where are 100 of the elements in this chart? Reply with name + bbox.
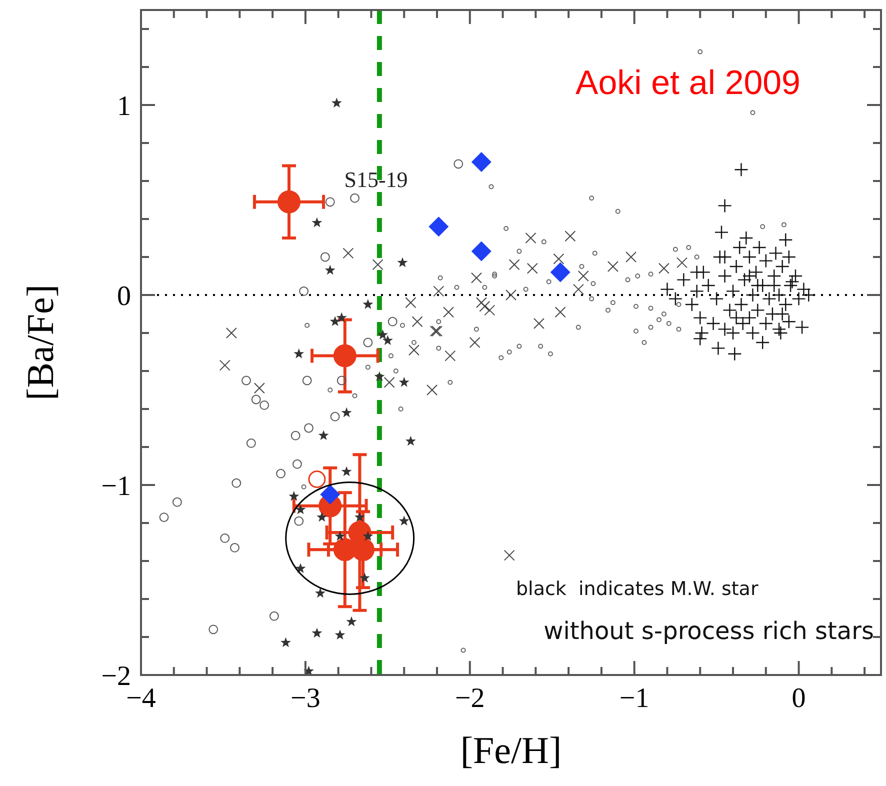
point — [405, 436, 416, 446]
point — [331, 98, 342, 108]
point — [295, 504, 306, 514]
point — [315, 588, 326, 598]
y-tick-label: 0 — [117, 280, 131, 312]
y-tick-label: −1 — [101, 470, 131, 502]
point — [400, 322, 405, 328]
point — [471, 152, 492, 172]
x-tick-label: −1 — [619, 683, 650, 714]
point — [382, 335, 393, 346]
point — [388, 316, 398, 326]
point — [492, 274, 498, 278]
point — [454, 284, 460, 290]
point — [550, 262, 570, 282]
point — [656, 317, 662, 322]
point — [301, 484, 306, 490]
point — [548, 351, 553, 356]
point — [516, 344, 522, 349]
point — [443, 306, 454, 318]
point — [159, 512, 169, 522]
point — [352, 393, 358, 398]
point — [633, 304, 638, 309]
point — [436, 319, 442, 324]
point — [448, 380, 453, 385]
point — [330, 316, 340, 326]
point — [508, 259, 520, 270]
point — [302, 376, 312, 386]
point — [470, 272, 482, 284]
point — [398, 376, 410, 387]
point — [694, 254, 700, 260]
point — [610, 300, 616, 306]
point — [538, 344, 544, 349]
point — [254, 382, 265, 394]
point — [318, 430, 329, 440]
point — [576, 324, 581, 330]
point — [553, 253, 564, 264]
point — [320, 484, 340, 504]
x-tick-label: −2 — [454, 683, 485, 714]
point — [312, 217, 322, 228]
point — [482, 284, 488, 290]
point — [474, 326, 479, 332]
point — [579, 264, 584, 269]
point — [242, 376, 251, 386]
point — [426, 384, 438, 396]
point — [341, 466, 352, 476]
point — [346, 616, 357, 626]
point — [672, 246, 678, 252]
point — [589, 296, 594, 302]
point — [648, 272, 654, 277]
point — [676, 257, 688, 268]
point — [342, 248, 354, 259]
annotation: without s-process rich stars — [544, 617, 874, 645]
point — [504, 226, 509, 231]
point — [354, 512, 365, 522]
point — [299, 286, 308, 296]
point — [226, 328, 237, 338]
point — [270, 611, 279, 621]
point — [781, 222, 786, 228]
point — [658, 262, 670, 274]
point — [295, 563, 306, 574]
point — [648, 324, 654, 330]
point — [471, 241, 492, 262]
point — [290, 430, 300, 440]
point — [642, 340, 647, 345]
point — [334, 630, 346, 640]
point — [488, 184, 494, 190]
point — [219, 360, 230, 371]
point — [526, 262, 538, 274]
point — [308, 470, 326, 488]
point — [378, 329, 388, 340]
point — [625, 277, 630, 282]
point — [362, 530, 374, 541]
point — [393, 368, 398, 374]
point — [398, 516, 410, 526]
point — [438, 275, 443, 280]
point — [428, 216, 449, 237]
point — [362, 299, 374, 309]
point — [484, 304, 496, 316]
point — [341, 407, 352, 418]
point — [541, 239, 546, 244]
point — [172, 497, 182, 507]
point — [388, 353, 394, 358]
point — [676, 302, 682, 307]
point — [750, 110, 756, 116]
point — [635, 274, 640, 278]
point — [292, 459, 302, 469]
point — [506, 290, 516, 300]
point — [648, 306, 654, 311]
point — [590, 281, 596, 286]
point — [626, 252, 637, 262]
point — [504, 550, 515, 561]
y-tick-label: 1 — [117, 90, 131, 122]
point — [498, 355, 504, 360]
point — [523, 286, 528, 292]
point — [260, 400, 270, 410]
point — [433, 286, 444, 297]
point — [492, 272, 498, 277]
point — [294, 348, 304, 358]
point — [276, 468, 286, 478]
point — [454, 159, 464, 169]
